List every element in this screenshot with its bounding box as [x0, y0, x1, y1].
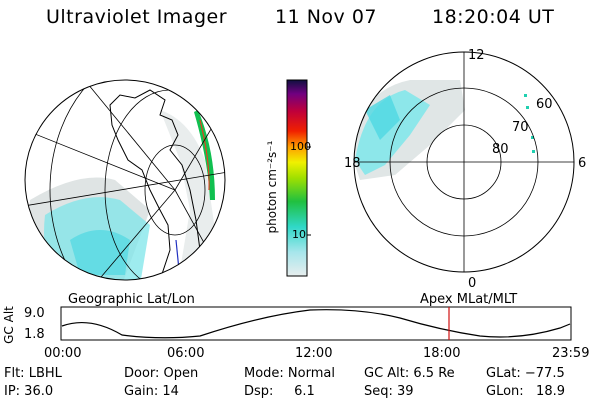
filter-info: Flt: LBHL	[4, 366, 62, 381]
altitude-xtick-0600: 06:00	[167, 346, 205, 361]
ip-info: IP: 36.0	[4, 384, 54, 399]
mlat-label-80: 80	[492, 142, 509, 157]
geographic-map	[24, 79, 226, 281]
altitude-xtick-0000: 00:00	[44, 346, 82, 361]
gain-info: Gain: 14	[124, 384, 179, 399]
altitude-ytick-low: 1.8	[24, 327, 45, 342]
polar-plot	[353, 51, 575, 273]
instrument-title: Ultraviolet Imager	[46, 6, 228, 28]
polar-plot-title: Apex MLat/MLT	[420, 292, 518, 307]
mode-info: Mode: Normal	[244, 366, 335, 381]
colorbar-tick-100: 100	[290, 140, 311, 153]
mlt-label-18: 18	[344, 156, 361, 171]
mlt-label-6: 6	[578, 156, 587, 171]
mlt-label-0: 0	[468, 276, 477, 291]
altitude-plot	[60, 306, 572, 341]
dsp-info: Dsp: 6.1	[244, 384, 315, 399]
altitude-xtick-2359: 23:59	[552, 346, 590, 361]
altitude-xtick-1800: 18:00	[423, 346, 461, 361]
colorbar	[286, 79, 311, 277]
geographic-plot-title: Geographic Lat/Lon	[68, 292, 195, 307]
glon-info: GLon: 18.9	[486, 384, 566, 399]
altitude-ylabel: GC Alt	[1, 306, 16, 344]
mlat-label-70: 70	[512, 120, 529, 135]
altitude-ytick-high: 9.0	[24, 306, 45, 321]
date-label: 11 Nov 07	[275, 6, 378, 28]
glat-info: GLat: −77.5	[486, 366, 565, 381]
time-label: 18:20:04 UT	[432, 6, 555, 28]
colorbar-tick-10: 10	[292, 228, 306, 241]
colorbar-label: photon cm⁻²s⁻¹	[265, 140, 279, 234]
altitude-xtick-1200: 12:00	[295, 346, 333, 361]
door-info: Door: Open	[124, 366, 199, 381]
mlat-label-60: 60	[536, 97, 553, 112]
seq-info: Seq: 39	[364, 384, 414, 399]
mlt-label-12: 12	[468, 48, 485, 63]
gc-alt-info: GC Alt: 6.5 Re	[364, 366, 455, 381]
